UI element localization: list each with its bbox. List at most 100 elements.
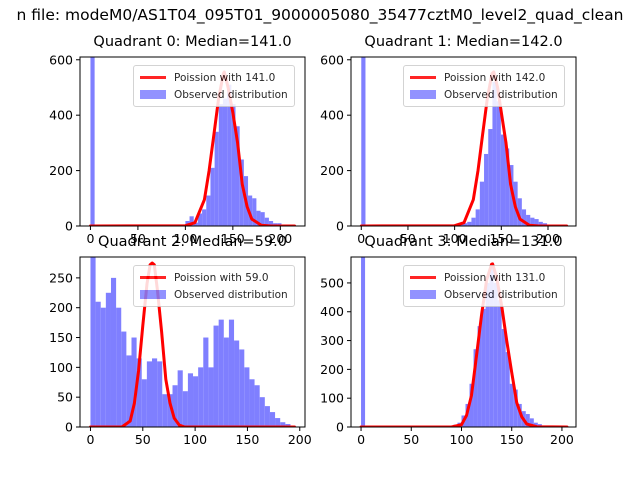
x-tick-label: 150 [500, 432, 524, 447]
hist-bar [361, 57, 366, 226]
legend-entry-observed: Observed distribution [410, 86, 558, 103]
hist-bar [100, 307, 106, 427]
x-tick-label: 200 [288, 432, 312, 447]
hist-bar [530, 217, 535, 226]
y-tick-label: 100 [320, 391, 344, 406]
hist-bar [493, 282, 498, 427]
subplot-3: 0 50 100 150 200 0 100 200 300 400 500 [320, 256, 577, 447]
hist-bar [177, 370, 183, 427]
legend: Poission with 131.0 Observed distribution [403, 265, 565, 307]
subplot-0: 0 50 100 150 200 0 200 400 600 [49, 52, 306, 246]
subplot-2: 0 50 100 150 200 0 50 100 150 200 250 [49, 256, 312, 447]
axes-frame [79, 56, 306, 227]
hist-bar [500, 134, 506, 226]
hist-bar [481, 308, 486, 427]
legend-label: Poission with 141.0 [174, 71, 276, 84]
x-tick-label: 50 [400, 231, 416, 246]
x-tick-label: 200 [268, 231, 292, 246]
y-tick-label: 0 [65, 219, 73, 234]
hist-bar [479, 181, 485, 226]
hist-bar [275, 418, 281, 427]
hist-bar [116, 307, 122, 427]
hist-bar [513, 389, 518, 427]
legend-patch-swatch [410, 90, 436, 99]
y-tick-label: 0 [336, 219, 344, 234]
hist-bar [218, 319, 224, 427]
hist-bar [222, 98, 228, 226]
y-tick-label: 500 [320, 275, 344, 290]
hist-bar [90, 257, 96, 427]
y-tick-label: 250 [49, 270, 73, 285]
hist-bar [110, 277, 117, 427]
hist-bar [471, 217, 476, 226]
hist-bar [210, 167, 215, 226]
legend-entry-poisson: Poission with 131.0 [410, 269, 558, 286]
hist-bar [208, 367, 214, 427]
legend-patch-swatch [140, 90, 166, 99]
legend-entry-poisson: Poission with 141.0 [140, 69, 288, 86]
x-tick-label: 0 [86, 231, 94, 246]
hist-bar [203, 337, 209, 427]
hist-bar [249, 379, 255, 427]
y-tick-label: 400 [320, 108, 344, 123]
hist-bar [509, 165, 514, 226]
hist-bar [517, 198, 522, 226]
x-tick-label: 200 [550, 432, 574, 447]
legend-line-swatch [140, 76, 166, 79]
legend-label: Observed distribution [174, 288, 288, 301]
hist-bar [187, 373, 194, 427]
legend-line-swatch [410, 76, 436, 79]
hist-bar [95, 301, 101, 427]
legend-entry-observed: Observed distribution [140, 286, 288, 303]
hist-bar [254, 385, 260, 427]
x-tick-label: 50 [403, 432, 419, 447]
hist-bar [218, 104, 223, 226]
legend: Poission with 142.0 Observed distribution [403, 65, 565, 107]
legend-entry-observed: Observed distribution [140, 86, 288, 103]
axes-frame [350, 56, 577, 227]
hist-bar [105, 292, 111, 427]
hist-bar [136, 358, 142, 427]
hist-bar [501, 329, 506, 427]
x-tick-label: 50 [130, 231, 146, 246]
hist-bar [162, 394, 168, 427]
x-tick-label: 150 [236, 432, 260, 447]
hist-bar [214, 131, 219, 226]
legend: Poission with 59.0 Observed distribution [133, 265, 295, 307]
hist-bar [260, 212, 265, 226]
hist-bar [198, 367, 204, 427]
plot-area-0 [88, 57, 297, 226]
axes-frame [350, 256, 577, 428]
axes-frame [79, 256, 306, 428]
x-tick-label: 150 [489, 231, 513, 246]
hist-bar [131, 337, 137, 427]
hist-bar [256, 210, 261, 226]
legend-label: Observed distribution [174, 88, 288, 101]
hist-bar [223, 337, 229, 427]
hist-bar [167, 394, 173, 427]
legend-patch-swatch [410, 290, 436, 299]
hist-bar [189, 216, 194, 226]
hist-bar [172, 385, 178, 427]
hist-bar [538, 221, 543, 226]
legend-entry-observed: Observed distribution [410, 286, 558, 303]
x-tick-label: 100 [443, 231, 467, 246]
hist-bar [193, 376, 199, 427]
subplot-title: Quadrant 1: Median=142.0 [364, 34, 563, 50]
figure-title: n file: modeM0/AS1T04_095T01_9000005080_… [16, 6, 624, 24]
hist-bar [488, 129, 493, 226]
plot-area-3 [359, 257, 569, 427]
legend: Poission with 141.0 Observed distribution [133, 65, 295, 107]
x-tick-label: 0 [357, 231, 365, 246]
y-tick-label: 200 [49, 300, 73, 315]
y-tick-label: 300 [320, 333, 344, 348]
hist-bar [259, 397, 265, 427]
legend-label: Observed distribution [444, 88, 558, 101]
hist-bar [521, 209, 527, 226]
hist-bar [213, 325, 219, 427]
legend-line-swatch [410, 276, 436, 279]
poisson-curve [359, 262, 569, 427]
x-tick-label: 100 [173, 231, 197, 246]
